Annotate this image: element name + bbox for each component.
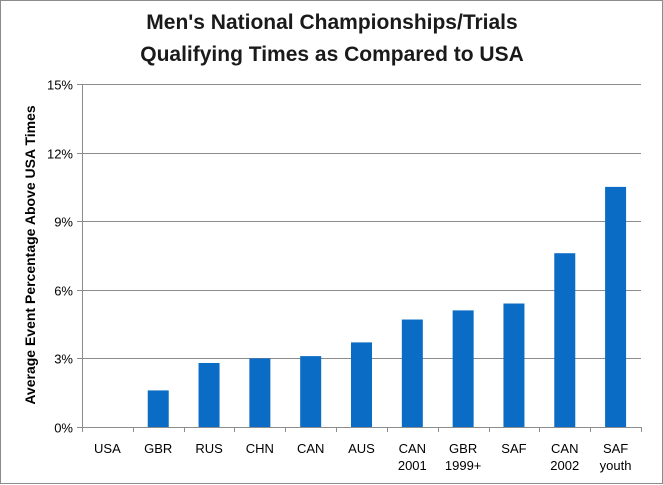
x-tick-labels: USA GBR RUS CHN CAN AUS CAN 2001 GBR 1999+ SAF CAN 2… <box>94 441 631 473</box>
x-tick-label: CHN <box>246 441 274 456</box>
axes <box>77 84 642 432</box>
x-tick-label: GBR <box>144 441 172 456</box>
bar <box>605 186 627 427</box>
y-tick-labels: 0% 3% 6% 9% 12% 15% <box>47 78 73 436</box>
bar <box>300 356 322 427</box>
x-tick-label: SAF <box>603 441 628 456</box>
y-tick-label: 3% <box>54 352 73 367</box>
chart-title-line-1: Men's National Championships/Trials <box>146 11 517 34</box>
bar <box>351 342 372 427</box>
bar <box>198 362 220 427</box>
y-tick-label: 9% <box>54 215 73 230</box>
y-tick-label: 6% <box>54 284 73 299</box>
gridlines <box>82 84 641 359</box>
bar <box>503 303 525 427</box>
y-axis-label: Average Event Percentage Above USA Times <box>22 105 38 405</box>
bar <box>147 390 169 427</box>
bar <box>249 358 271 427</box>
y-tick-label: 0% <box>54 421 73 436</box>
x-tick-label: SAF <box>501 441 526 456</box>
x-tick-label: CAN <box>399 441 426 456</box>
y-tick-label: 12% <box>47 147 73 162</box>
y-tick-label: 15% <box>47 78 73 93</box>
x-tick-label: GBR <box>449 441 477 456</box>
bar-series <box>147 186 627 427</box>
bar <box>452 310 474 427</box>
bar <box>554 253 576 427</box>
x-tick-label: 2001 <box>398 458 427 473</box>
x-tick-label: youth <box>600 458 632 473</box>
x-tick-label: RUS <box>195 441 223 456</box>
x-tick-label: 2002 <box>550 458 579 473</box>
x-tick-label: CAN <box>297 441 324 456</box>
x-tick-label: CAN <box>551 441 578 456</box>
x-tick-label: AUS <box>348 441 375 456</box>
chart-title-line-2: Qualifying Times as Compared to USA <box>140 43 524 66</box>
bar <box>401 319 423 427</box>
x-tick-label: USA <box>94 441 121 456</box>
x-tick-label: 1999+ <box>445 458 482 473</box>
